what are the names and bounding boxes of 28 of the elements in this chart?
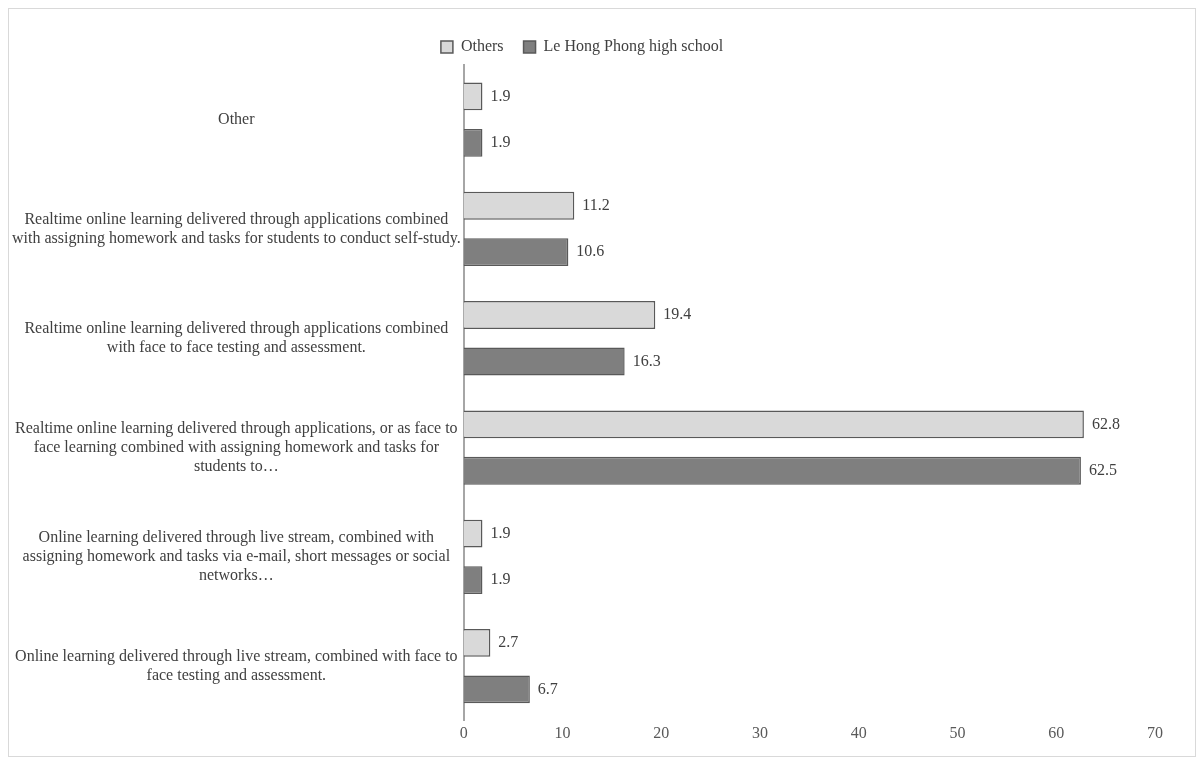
- data-label: 62.8: [1091, 414, 1120, 432]
- data-label: 6.7: [537, 679, 558, 697]
- data-label: 19.4: [663, 305, 692, 323]
- x-tick-label: 40: [850, 723, 867, 741]
- data-label: 10.6: [576, 242, 605, 260]
- data-label: 16.3: [632, 351, 661, 369]
- data-label: 1.9: [490, 570, 511, 588]
- x-tick-label: 50: [949, 723, 966, 741]
- y-tick-label: Realtime online learning delivered through applications, or as face to face learning combined with assigning homework and tasks for students to…: [15, 418, 458, 474]
- x-tick-label: 20: [653, 723, 670, 741]
- x-tick-label: 30: [751, 723, 768, 741]
- data-label: 1.9: [490, 523, 511, 541]
- legend-label: Others: [460, 37, 504, 55]
- x-tick-label: 70: [1147, 723, 1163, 741]
- legend-label: Le Hong Phong high school: [543, 37, 724, 56]
- data-label: 1.9: [490, 86, 511, 104]
- x-tick-label: 0: [459, 723, 468, 741]
- y-tick-label: Online learning delivered through live stream, combined with face to face testing and assessment.: [15, 646, 458, 684]
- data-label: 1.9: [490, 133, 511, 151]
- y-tick-label: Online learning delivered through live stream, combined with assigning homework and tasks via e-mail, short messages or social networks…: [22, 527, 451, 584]
- data-label: 2.7: [498, 633, 519, 651]
- data-label: 62.5: [1088, 460, 1117, 478]
- y-tick-label: Realtime online learning delivered through applications combined with assigning homework and tasks for students to conduct self-study.: [12, 209, 461, 247]
- y-tick-label: Realtime online learning delivered through applications combined with face to face testing and assessment.: [24, 318, 449, 357]
- y-tick-label: Other: [218, 109, 256, 127]
- x-tick-label: 10: [554, 723, 571, 741]
- x-tick-label: 60: [1048, 723, 1065, 741]
- data-label: 11.2: [582, 195, 610, 213]
